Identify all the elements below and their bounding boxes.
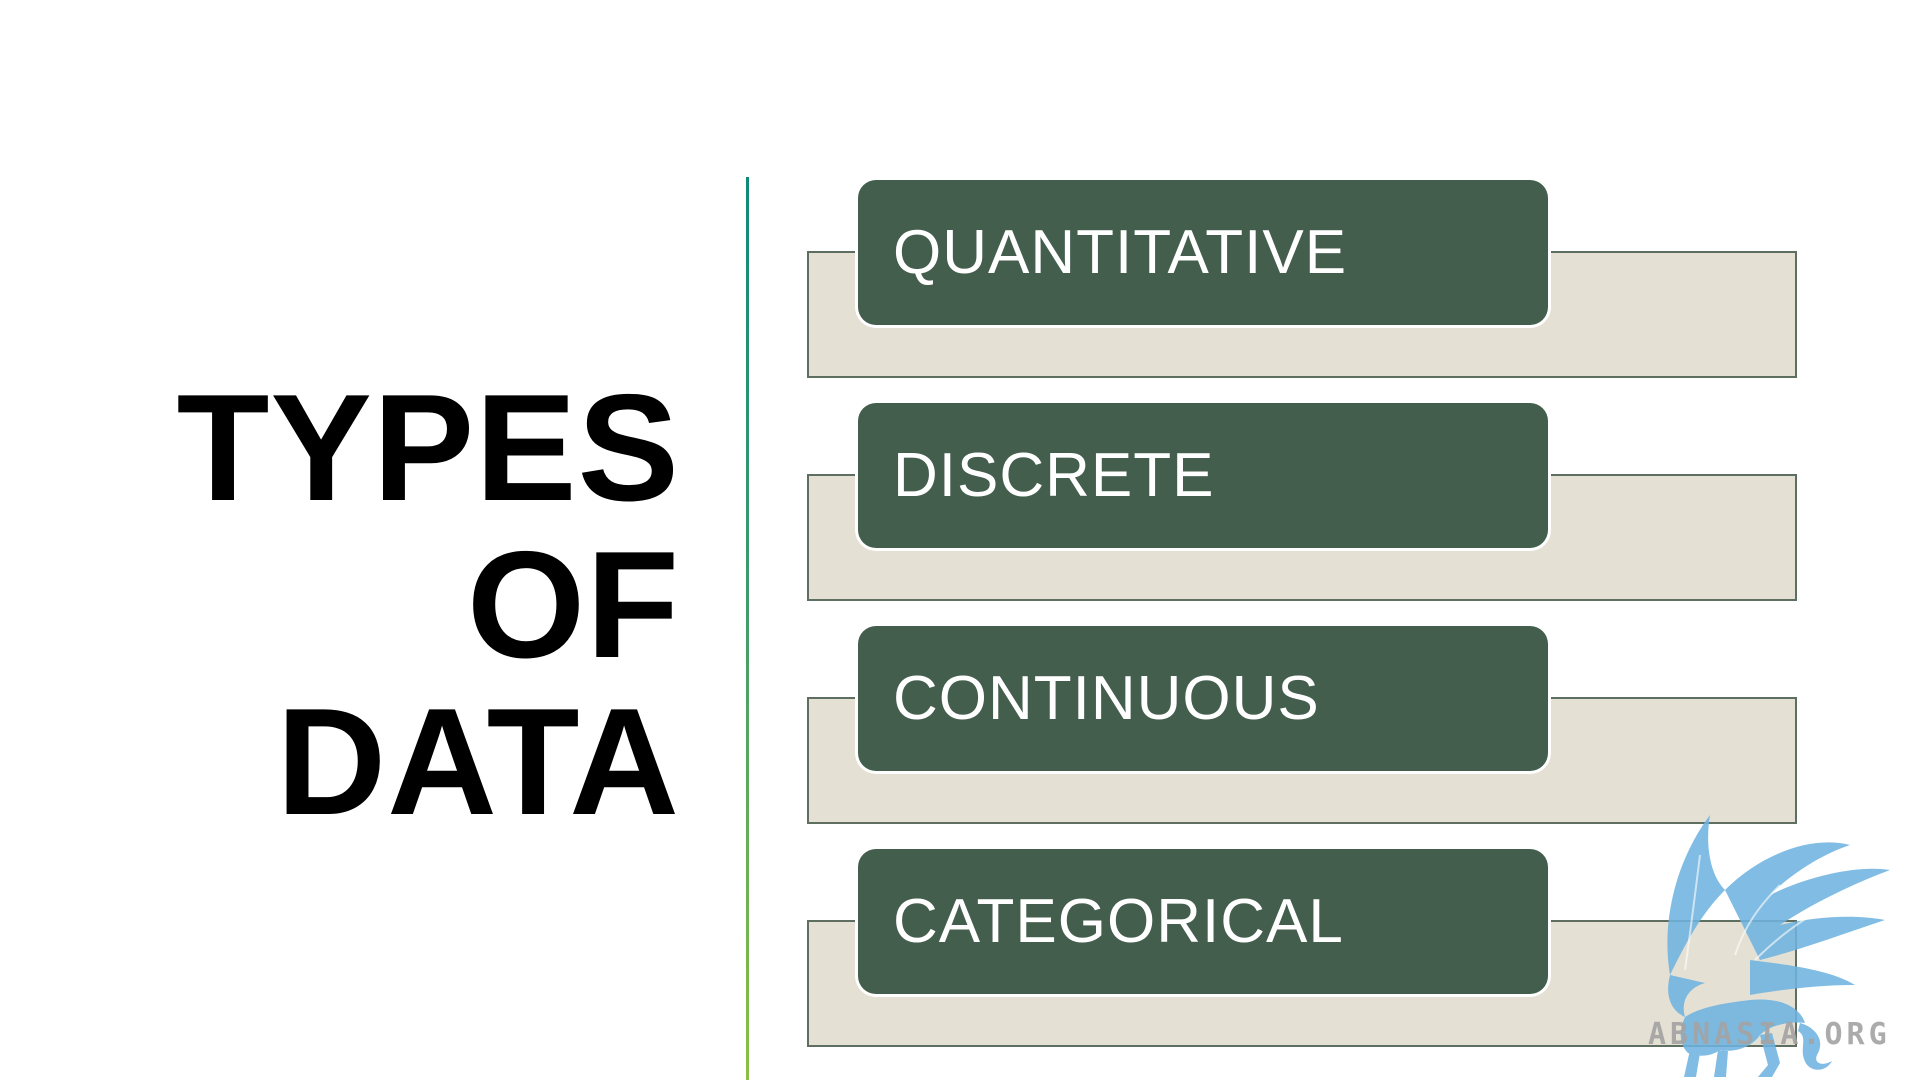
- item-label: DISCRETE: [893, 441, 1215, 510]
- item-label: CONTINUOUS: [893, 664, 1320, 733]
- item-label-box: CATEGORICAL: [858, 849, 1548, 994]
- griffin-logo-icon: [1667, 815, 1890, 1077]
- item-label: CATEGORICAL: [893, 887, 1344, 956]
- title-line-3: DATA: [276, 677, 680, 847]
- item-label-box: CONTINUOUS: [858, 626, 1548, 771]
- list-item-categorical: CATEGORICAL: [807, 849, 1797, 1069]
- list-item-quantitative: QUANTITATIVE: [807, 180, 1797, 400]
- list-item-discrete: DISCRETE: [807, 403, 1797, 623]
- title-line-2: OF: [466, 520, 680, 690]
- item-label-box: DISCRETE: [858, 403, 1548, 548]
- item-label-box: QUANTITATIVE: [858, 180, 1548, 325]
- title-line-1: TYPES: [176, 363, 680, 533]
- list-item-continuous: CONTINUOUS: [807, 626, 1797, 846]
- vertical-divider: [746, 177, 749, 1080]
- item-label: QUANTITATIVE: [893, 218, 1348, 287]
- watermark-text: ABNASIA.ORG: [1648, 1017, 1891, 1052]
- slide-title: TYPES OF DATA: [177, 370, 680, 841]
